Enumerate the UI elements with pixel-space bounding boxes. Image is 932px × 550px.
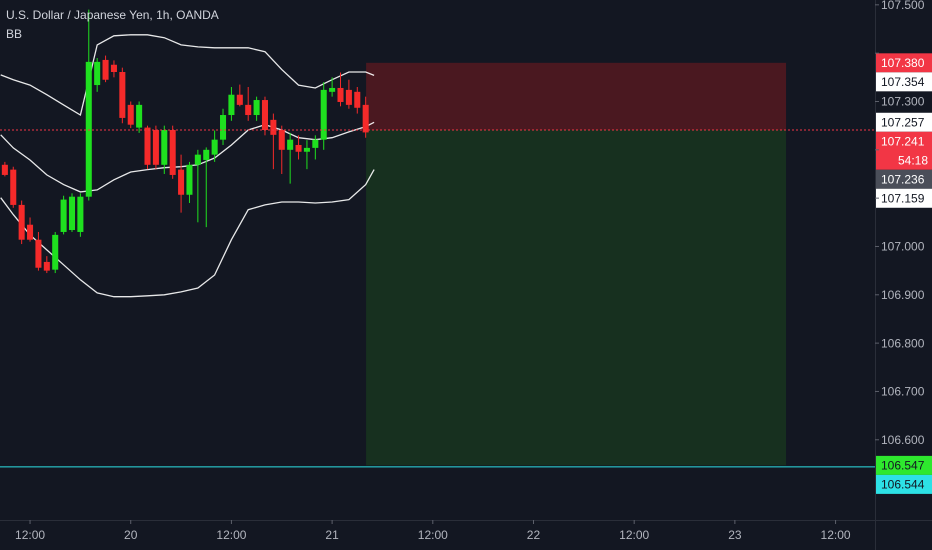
candle-body: [261, 100, 269, 130]
candle-body: [312, 139, 319, 148]
x-tick-label: 21: [325, 528, 339, 542]
x-tick-label: 23: [728, 528, 742, 542]
candle-body: [43, 261, 50, 271]
candle-body: [194, 154, 201, 165]
alert-price-label-bg: [876, 474, 932, 494]
candle-body: [27, 224, 34, 240]
stop-price-label: 107.380: [881, 56, 925, 70]
candle-body: [337, 87, 344, 102]
candle-body: [127, 104, 134, 125]
indicator-label: BB: [6, 27, 22, 41]
last-price-label: 107.236: [881, 172, 925, 186]
upper-band-label: 107.354: [881, 75, 925, 89]
candle-body: [354, 91, 361, 108]
candle-body: [245, 104, 252, 116]
candle-body: [119, 72, 126, 118]
take-profit-zone: [366, 130, 787, 466]
middle-band-label: 107.257: [881, 115, 925, 129]
candle-body: [178, 169, 185, 195]
x-tick-label: 12:00: [216, 528, 246, 542]
bollinger-lower: [0, 169, 375, 298]
entry-price-label: 107.241: [881, 134, 925, 148]
x-tick-label: 20: [124, 528, 138, 542]
candle-body: [94, 61, 101, 86]
candle-body: [295, 144, 302, 152]
y-tick-label: 107.000: [881, 240, 925, 254]
x-tick-label: 22: [527, 528, 541, 542]
candle-body: [60, 199, 67, 232]
alert-price-label: 106.544: [881, 478, 925, 492]
candle-body: [52, 234, 59, 270]
x-tick-label: 12:00: [619, 528, 649, 542]
candle-body: [362, 104, 369, 133]
candle-body: [345, 89, 352, 105]
x-tick-label: 12:00: [418, 528, 448, 542]
stop-price-label-bg: [876, 53, 932, 73]
candle-body: [35, 239, 42, 268]
candle-body: [303, 147, 310, 152]
candle-body: [236, 94, 243, 105]
y-tick-label: 106.900: [881, 288, 925, 302]
bollinger-upper: [0, 34, 375, 117]
candle-body: [220, 115, 227, 140]
candle-body: [136, 104, 143, 128]
candle-body: [186, 164, 193, 195]
y-tick-label: 106.700: [881, 385, 925, 399]
candle-body: [110, 64, 117, 73]
candle-body: [270, 119, 277, 135]
candle-body: [152, 130, 159, 165]
y-tick-label: 107.500: [881, 0, 925, 12]
candle-body: [144, 127, 151, 165]
lower-band-label-bg: [876, 188, 932, 208]
upper-band-label-bg: [876, 72, 932, 92]
candle-body: [287, 139, 294, 150]
x-tick-label: 12:00: [15, 528, 45, 542]
candle-body: [10, 169, 17, 205]
countdown-label: 54:18: [898, 153, 928, 167]
candle-body: [1, 164, 8, 175]
candle-body: [169, 130, 176, 175]
candle-body: [211, 139, 218, 155]
middle-band-label-bg: [876, 112, 932, 132]
candle-body: [203, 149, 210, 160]
y-tick-label: 107.300: [881, 95, 925, 109]
lower-band-label: 107.159: [881, 191, 925, 205]
target-price-label: 106.547: [881, 459, 925, 473]
candle-body: [329, 87, 336, 92]
last-price-label-bg: [876, 169, 932, 189]
candle-body: [77, 196, 84, 232]
y-tick-label: 106.600: [881, 433, 925, 447]
candle-body: [68, 196, 76, 231]
candle-body: [102, 59, 109, 80]
candle-body: [85, 61, 92, 197]
candle-body: [161, 130, 168, 165]
stop-loss-zone: [366, 62, 787, 130]
candle-body: [18, 204, 25, 240]
candle-body: [253, 100, 260, 116]
candle-body: [320, 89, 327, 140]
x-tick-label: 12:00: [821, 528, 851, 542]
y-tick-label: 106.800: [881, 336, 925, 350]
chart-title: U.S. Dollar / Japanese Yen, 1h, OANDA: [6, 8, 219, 22]
entry-price-label-bg: [876, 131, 932, 170]
candle-body: [228, 94, 235, 116]
candle-body: [278, 130, 285, 150]
target-price-label-bg: [876, 455, 932, 475]
